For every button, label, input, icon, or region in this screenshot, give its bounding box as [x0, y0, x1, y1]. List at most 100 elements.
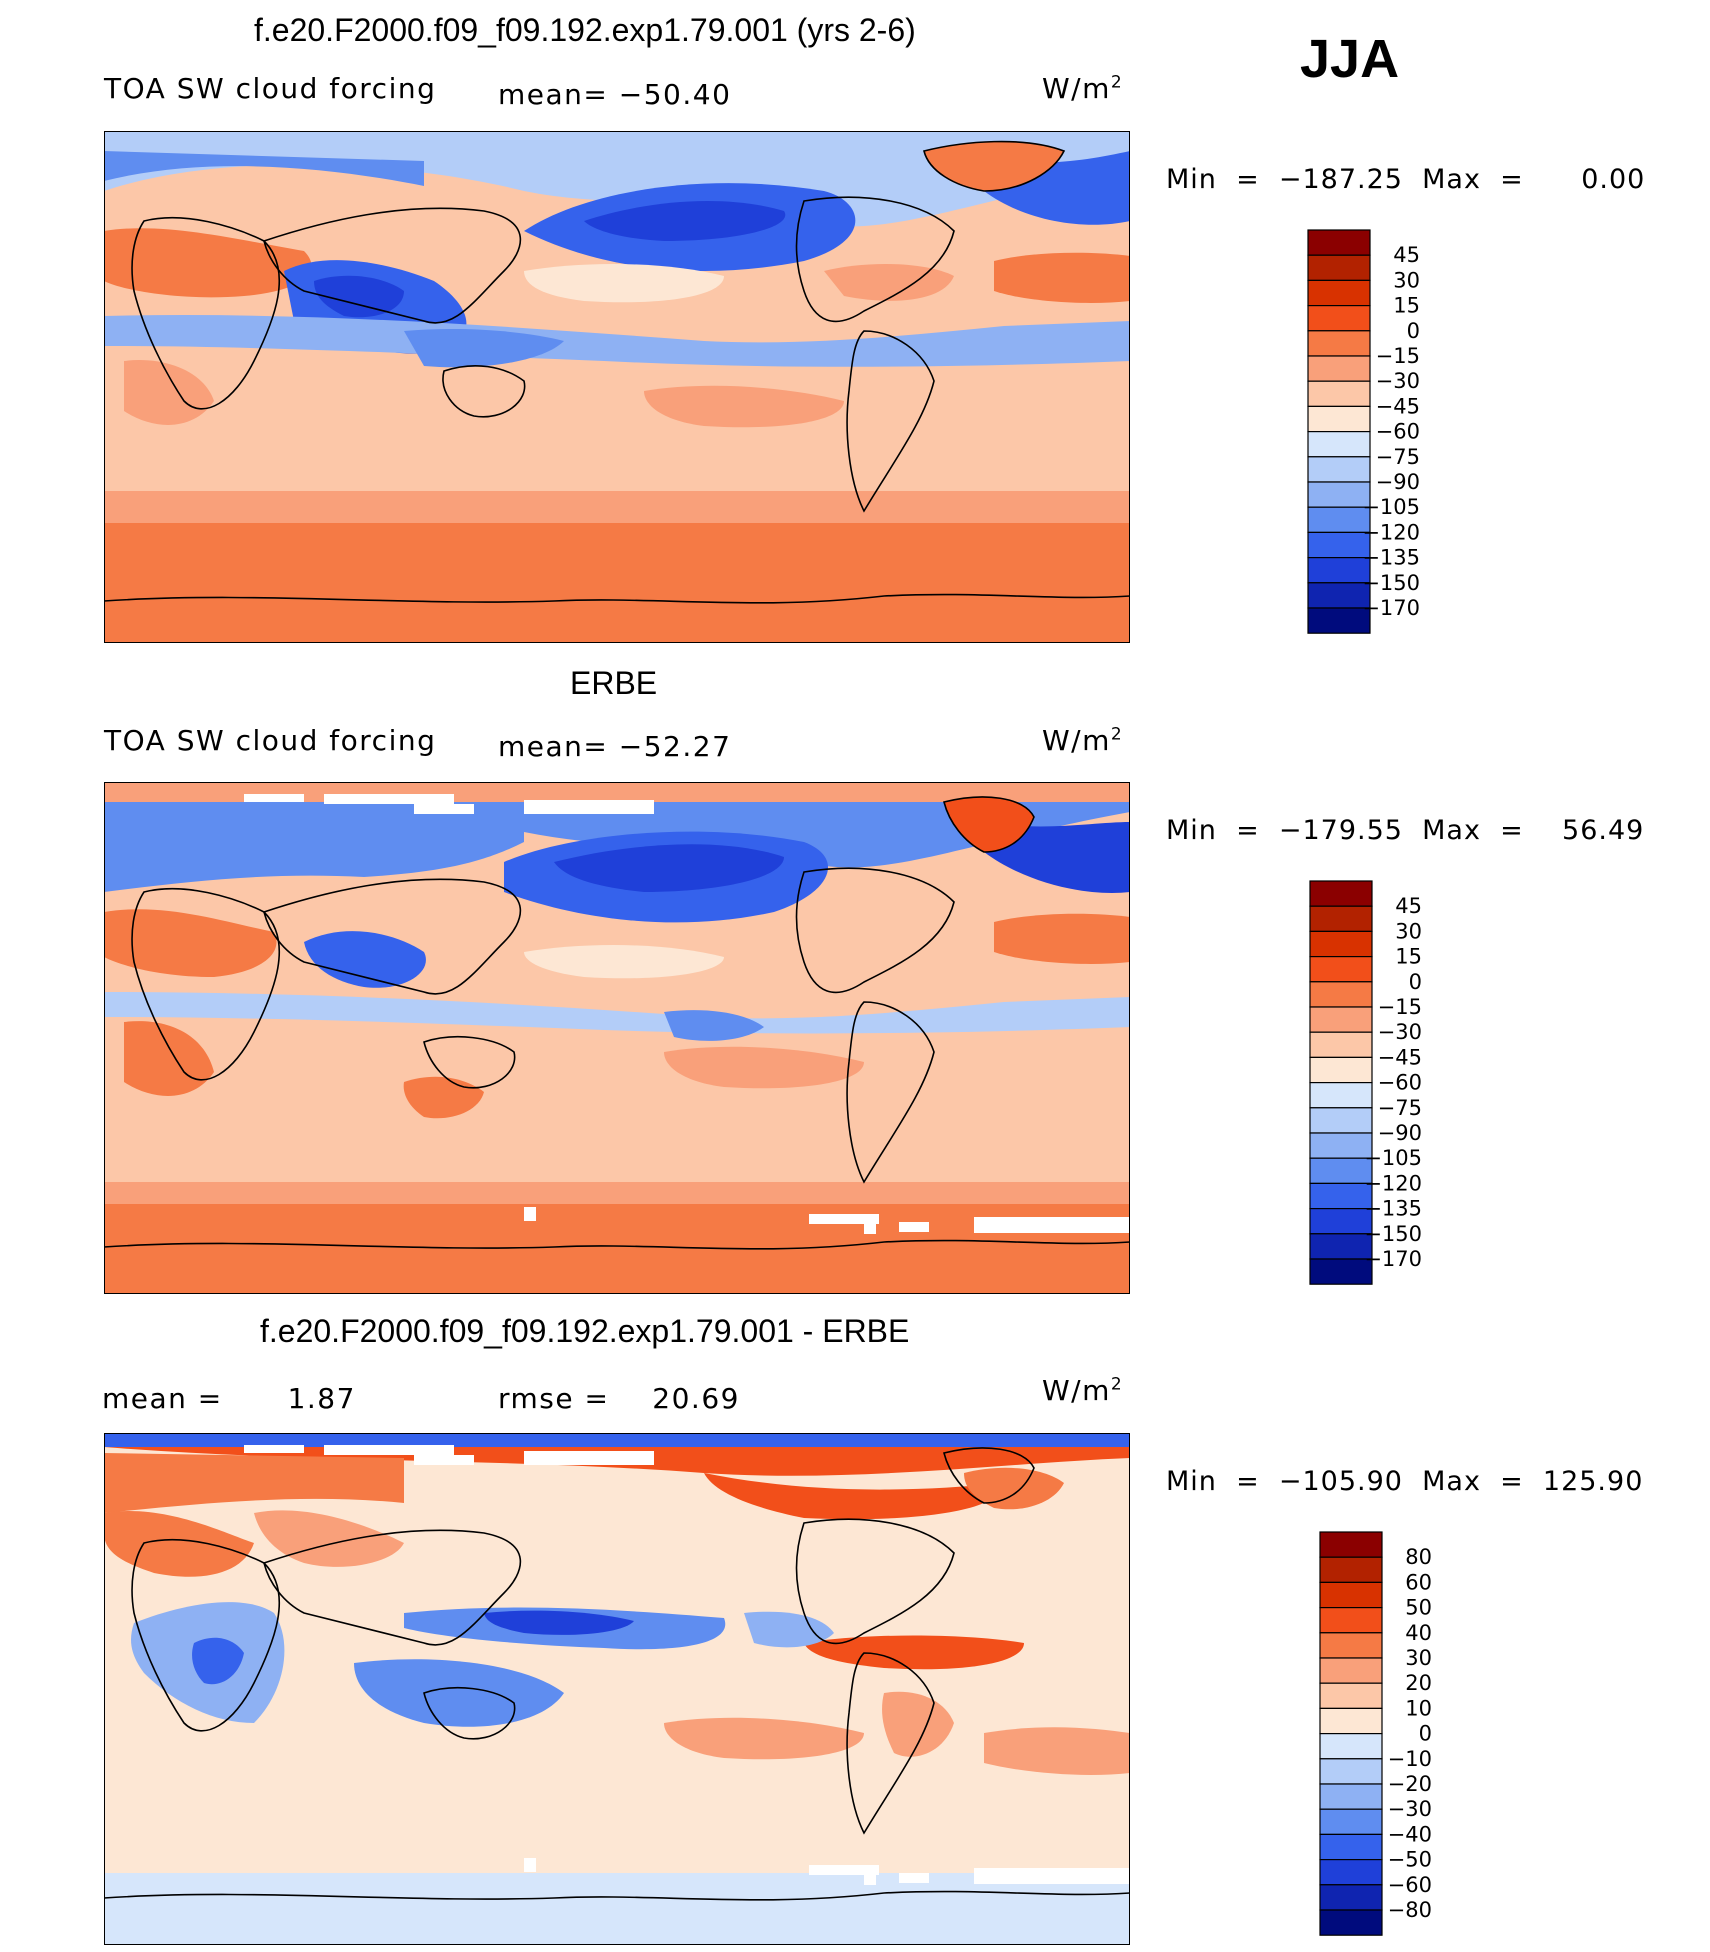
colorbar-segment	[1309, 1208, 1373, 1235]
panel1-units-exp: 2	[1110, 72, 1124, 93]
colorbar-tick-label: −150	[1362, 571, 1420, 595]
colorbar-tick-label: −60	[1388, 1873, 1432, 1897]
colorbar-tick-label: −170	[1362, 596, 1420, 620]
panel2-colorbar: 4530150−15−30−45−60−75−90−105−120−135−15…	[1309, 880, 1422, 1285]
colorbar-segment	[1319, 1531, 1383, 1558]
colorbar-tick-label: −15	[1376, 344, 1420, 368]
panel1-title: f.e20.F2000.f09_f09.192.exp1.79.001 (yrs…	[254, 12, 916, 48]
colorbar-segment	[1319, 1909, 1383, 1936]
colorbar-segment	[1307, 506, 1371, 534]
panel1-units-base: W/m	[1042, 72, 1111, 105]
colorbar-tick-label: −170	[1364, 1247, 1422, 1271]
colorbar-tick-label: −20	[1388, 1772, 1432, 1796]
colorbar-tick-label: 50	[1405, 1596, 1432, 1620]
colorbar-segment	[1319, 1859, 1383, 1886]
colorbar-segment	[1319, 1783, 1383, 1810]
panel3-units: W/m2	[1042, 1374, 1123, 1407]
colorbar-tick-label: 30	[1395, 919, 1422, 943]
colorbar-segment	[1307, 582, 1371, 609]
colorbar-segment	[1307, 431, 1371, 458]
colorbar-tick-label: 30	[1405, 1646, 1432, 1670]
colorbar-segment	[1319, 1606, 1383, 1634]
colorbar-segment	[1309, 930, 1373, 958]
colorbar-tick-label: 60	[1405, 1570, 1432, 1594]
colorbar-tick-label: 0	[1409, 970, 1422, 994]
colorbar-segment	[1307, 355, 1371, 382]
panel3-mean-label: mean =	[102, 1382, 223, 1415]
colorbar-tick-label: −15	[1378, 995, 1422, 1019]
colorbar-tick-label: −135	[1364, 1197, 1422, 1221]
panel2-units-base: W/m	[1042, 724, 1111, 757]
colorbar-segment	[1319, 1808, 1383, 1836]
colorbar-tick-label: 45	[1395, 894, 1422, 918]
colorbar-tick-label: 80	[1405, 1545, 1432, 1569]
colorbar-segment	[1309, 1056, 1373, 1084]
colorbar-tick-label: −30	[1376, 369, 1420, 393]
colorbar-segment	[1319, 1833, 1383, 1861]
colorbar-segment	[1307, 481, 1371, 508]
colorbar-segment	[1309, 880, 1373, 907]
colorbar-segment	[1309, 1006, 1373, 1033]
panel2-title: ERBE	[570, 665, 658, 701]
colorbar-segment	[1309, 1157, 1373, 1185]
colorbar-segment	[1307, 456, 1371, 483]
colorbar-segment	[1319, 1884, 1383, 1911]
colorbar-tick-label: −90	[1378, 1121, 1422, 1145]
colorbar-tick-label: −105	[1362, 495, 1420, 519]
colorbar-tick-label: 10	[1405, 1696, 1432, 1720]
colorbar-segment	[1307, 380, 1371, 407]
panel1-mean-label: mean=	[498, 78, 609, 111]
panel1-mean: mean= −50.40	[498, 78, 731, 111]
colorbar-segment	[1307, 279, 1371, 307]
colorbar-segment	[1309, 1031, 1373, 1058]
colorbar-segment	[1309, 905, 1373, 933]
colorbar-segment	[1309, 981, 1373, 1008]
colorbar-segment	[1309, 1132, 1373, 1159]
panel2-mean: mean= −52.27	[498, 730, 731, 763]
colorbar-tick-label: −50	[1388, 1848, 1432, 1872]
colorbar-segment	[1319, 1556, 1383, 1584]
colorbar-segment	[1319, 1657, 1383, 1684]
colorbar-tick-label: −30	[1378, 1020, 1422, 1044]
colorbar-segment	[1307, 557, 1371, 584]
colorbar-tick-label: 20	[1405, 1671, 1432, 1695]
panel1-mean-value: −50.40	[618, 78, 732, 111]
panel3-rmse: rmse = 20.69	[498, 1382, 740, 1415]
panel3-rmse-label: rmse =	[498, 1382, 610, 1415]
colorbar-segment	[1307, 607, 1371, 634]
colorbar-segment	[1307, 531, 1371, 559]
panel3-title: f.e20.F2000.f09_f09.192.exp1.79.001 - ER…	[260, 1313, 910, 1349]
season-label: JJA	[1300, 29, 1400, 89]
colorbar-tick-label: −90	[1376, 470, 1420, 494]
colorbar-segment	[1309, 1082, 1373, 1109]
panel3-mean: mean = 1.87	[102, 1382, 356, 1415]
colorbar-tick-label: −75	[1376, 445, 1420, 469]
colorbar-segment	[1319, 1733, 1383, 1760]
colorbar-tick-label: −60	[1376, 420, 1420, 444]
colorbar-segment	[1307, 229, 1371, 256]
panel1-units: W/m2	[1042, 72, 1123, 105]
panel2-units: W/m2	[1042, 724, 1123, 757]
panel1-variable: TOA SW cloud forcing	[104, 72, 437, 105]
panel3-units-exp: 2	[1110, 1374, 1124, 1395]
colorbar-segment	[1309, 955, 1373, 983]
colorbar-tick-label: −120	[1362, 520, 1420, 544]
colorbar-segment	[1319, 1632, 1383, 1659]
colorbar-segment	[1319, 1581, 1383, 1609]
colorbar-tick-label: −10	[1388, 1747, 1432, 1771]
colorbar-tick-label: −60	[1378, 1071, 1422, 1095]
colorbar-tick-label: −45	[1378, 1045, 1422, 1069]
colorbar-tick-label: 45	[1393, 243, 1420, 267]
colorbar-tick-label: 30	[1393, 268, 1420, 292]
colorbar-segment	[1307, 304, 1371, 332]
colorbar-tick-label: −75	[1378, 1096, 1422, 1120]
panel2-variable: TOA SW cloud forcing	[104, 724, 437, 757]
panel2-units-exp: 2	[1110, 724, 1124, 745]
colorbar-tick-label: −150	[1364, 1222, 1422, 1246]
colorbar-tick-label: −45	[1376, 394, 1420, 418]
colorbar-segment	[1309, 1182, 1373, 1210]
colorbar-tick-label: −40	[1388, 1822, 1432, 1846]
panel1-map	[104, 131, 1130, 643]
colorbar-tick-label: −135	[1362, 546, 1420, 570]
panel2-map	[104, 782, 1130, 1294]
